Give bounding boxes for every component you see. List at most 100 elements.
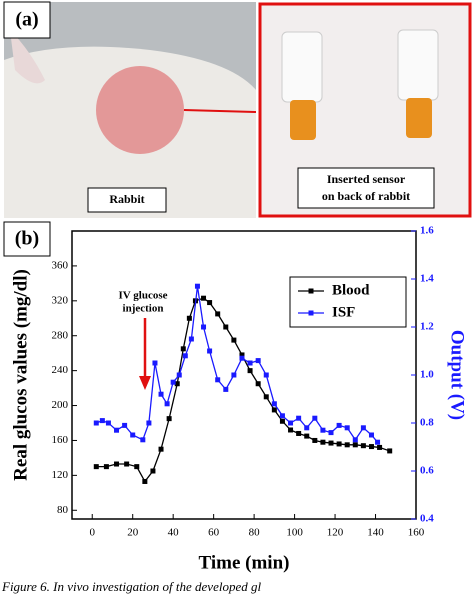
marker xyxy=(146,420,152,426)
marker xyxy=(99,418,105,424)
legend-box xyxy=(289,276,407,328)
marker xyxy=(239,352,245,358)
y-tick-label: 80 xyxy=(57,504,69,516)
marker xyxy=(114,461,120,467)
marker xyxy=(375,439,381,445)
marker xyxy=(279,418,285,424)
marker xyxy=(352,437,358,443)
caption-box xyxy=(297,167,435,209)
marker xyxy=(296,415,302,421)
marker xyxy=(279,413,285,419)
y-tick-label: 160 xyxy=(52,434,69,446)
marker xyxy=(387,448,393,454)
marker xyxy=(328,430,334,436)
marker xyxy=(377,444,383,450)
y-tick-label: 200 xyxy=(52,399,69,411)
marker xyxy=(158,446,164,452)
marker xyxy=(186,315,192,321)
marker xyxy=(320,427,326,433)
marker xyxy=(344,442,350,448)
marker xyxy=(93,420,99,426)
panel-label: (a) xyxy=(15,9,38,31)
x-tick-label: 100 xyxy=(286,527,303,539)
marker xyxy=(130,432,136,438)
x-tick-label: 40 xyxy=(168,527,180,539)
y2-tick-label: 0.8 xyxy=(420,417,434,429)
marker xyxy=(352,442,358,448)
y-tick-label: 360 xyxy=(52,259,69,271)
marker xyxy=(114,427,120,433)
marker xyxy=(124,461,130,467)
sensor-site xyxy=(96,66,184,154)
pointer-line xyxy=(183,109,257,113)
marker xyxy=(263,394,269,400)
caption-box xyxy=(87,187,167,213)
legend-label: Blood xyxy=(332,282,370,298)
figure-caption: Figure 6. In vivo investigation of the d… xyxy=(1,579,261,594)
marker xyxy=(304,425,310,431)
y-axis-label: Real glucos values (mg/dl) xyxy=(10,269,31,481)
marker xyxy=(150,468,156,474)
marker xyxy=(360,425,366,431)
marker xyxy=(215,311,221,317)
rabbit-ear xyxy=(10,30,45,84)
marker xyxy=(263,372,269,378)
x-tick-label: 140 xyxy=(367,527,384,539)
y-tick-label: 240 xyxy=(52,364,69,376)
annotation-arrowhead xyxy=(139,376,151,390)
marker xyxy=(247,368,253,374)
marker xyxy=(103,464,109,470)
x-tick-label: 0 xyxy=(89,527,95,539)
marker xyxy=(93,464,99,470)
marker xyxy=(336,441,342,447)
marker xyxy=(158,391,164,397)
panel-label-box xyxy=(3,221,51,257)
sensor xyxy=(397,29,439,101)
x-axis-label: Time (min) xyxy=(199,552,290,573)
marker xyxy=(142,478,148,484)
sensor-base xyxy=(290,100,316,140)
marker xyxy=(152,360,158,366)
x-tick-label: 120 xyxy=(327,527,344,539)
sensor xyxy=(281,31,323,103)
marker xyxy=(170,379,176,385)
marker xyxy=(255,358,261,364)
x-tick-label: 20 xyxy=(127,527,139,539)
marker xyxy=(207,300,213,306)
marker xyxy=(271,407,277,413)
marker xyxy=(166,416,172,422)
marker xyxy=(360,443,366,449)
marker xyxy=(336,422,342,428)
marker xyxy=(134,464,140,470)
y-tick-label: 320 xyxy=(52,294,69,306)
x-tick-label: 80 xyxy=(249,527,261,539)
x-tick-label: 160 xyxy=(408,527,425,539)
marker xyxy=(176,372,182,378)
y-tick-label: 120 xyxy=(52,469,69,481)
y2-tick-label: 1.2 xyxy=(420,321,434,333)
photo-caption: Inserted sensor xyxy=(327,172,406,186)
y2-tick-label: 0.4 xyxy=(420,513,434,525)
marker xyxy=(312,415,318,421)
marker xyxy=(201,324,207,330)
annotation: IV glucose xyxy=(119,290,168,302)
marker xyxy=(312,437,318,443)
marker xyxy=(271,401,277,407)
marker xyxy=(223,386,229,392)
marker xyxy=(320,439,326,445)
x-tick-label: 60 xyxy=(208,527,220,539)
marker xyxy=(231,372,237,378)
plot-frame xyxy=(71,230,417,520)
marker xyxy=(194,283,200,289)
sensor-base xyxy=(406,98,432,138)
legend-marker xyxy=(308,288,314,294)
marker xyxy=(368,432,374,438)
y2-tick-label: 0.6 xyxy=(420,465,434,477)
marker xyxy=(188,336,194,342)
marker xyxy=(182,353,188,359)
photo-caption: on back of rabbit xyxy=(322,189,410,203)
y2-axis-label: Output (V) xyxy=(447,330,468,420)
marker xyxy=(201,295,207,301)
marker xyxy=(231,337,237,343)
